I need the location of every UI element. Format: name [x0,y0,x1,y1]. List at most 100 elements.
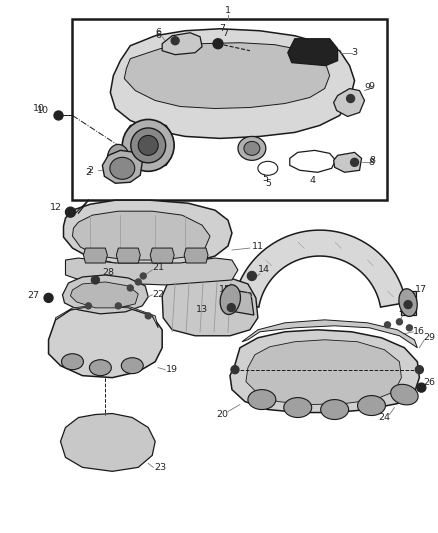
Polygon shape [162,33,202,55]
Circle shape [350,158,359,166]
Circle shape [247,271,256,280]
Polygon shape [242,320,417,348]
Bar [72,19,388,200]
Text: 5: 5 [262,174,268,183]
Ellipse shape [107,144,129,172]
Polygon shape [334,152,361,172]
Polygon shape [125,123,171,168]
Text: 27: 27 [28,292,39,301]
Circle shape [44,293,53,302]
Circle shape [54,111,63,120]
Ellipse shape [61,354,83,370]
Circle shape [66,207,75,217]
Polygon shape [124,43,330,109]
Text: 17: 17 [415,286,427,294]
Circle shape [415,366,424,374]
Text: 24: 24 [378,413,390,422]
Text: 26: 26 [424,378,435,387]
Ellipse shape [89,360,111,376]
Circle shape [404,301,412,309]
Ellipse shape [248,390,276,409]
Text: 1: 1 [225,6,231,15]
Polygon shape [83,248,107,263]
Polygon shape [117,248,140,263]
Text: 5: 5 [265,179,271,188]
Text: 14: 14 [258,265,270,274]
Circle shape [127,285,133,291]
Text: 19: 19 [166,365,178,374]
Polygon shape [150,248,174,263]
Ellipse shape [121,358,143,374]
Ellipse shape [391,384,418,405]
Ellipse shape [220,285,240,314]
Circle shape [115,303,121,309]
Text: 15: 15 [219,286,231,294]
Polygon shape [66,258,238,285]
Polygon shape [60,414,155,471]
Text: 29: 29 [424,333,435,342]
Text: 11: 11 [252,241,264,251]
Circle shape [231,366,239,374]
Text: 8: 8 [370,156,375,165]
Ellipse shape [122,119,174,171]
Ellipse shape [399,289,417,317]
Polygon shape [110,29,355,139]
Text: 6: 6 [155,31,161,40]
Ellipse shape [238,136,266,160]
Polygon shape [184,248,208,263]
Text: 2: 2 [85,168,92,177]
Text: 13: 13 [196,305,208,314]
Circle shape [385,322,390,328]
Text: 10: 10 [32,104,45,113]
Polygon shape [233,230,406,307]
Polygon shape [225,289,254,315]
Circle shape [145,313,151,319]
Circle shape [346,94,355,102]
Polygon shape [230,330,419,413]
Ellipse shape [357,395,385,416]
Text: 10: 10 [36,106,49,115]
Text: 7: 7 [219,25,225,33]
Circle shape [92,276,99,284]
Polygon shape [288,39,338,66]
Ellipse shape [321,400,349,419]
Circle shape [417,383,426,392]
Polygon shape [49,306,162,378]
Polygon shape [401,290,416,314]
Ellipse shape [138,135,158,155]
Text: 28: 28 [102,269,114,278]
Polygon shape [64,200,232,266]
Text: 7: 7 [222,29,228,38]
Text: 9: 9 [364,83,371,92]
Ellipse shape [244,141,260,155]
Polygon shape [56,305,158,328]
Circle shape [213,39,223,49]
Polygon shape [246,340,401,405]
Text: 4: 4 [310,158,316,167]
Text: 2: 2 [88,166,93,175]
Circle shape [135,279,141,285]
Polygon shape [63,275,148,314]
Text: 21: 21 [152,263,164,272]
Polygon shape [102,150,142,183]
Text: 16: 16 [413,327,425,336]
Circle shape [406,325,413,331]
Text: 9: 9 [368,82,374,91]
Text: 20: 20 [216,410,228,419]
Polygon shape [334,88,364,117]
Circle shape [171,37,179,45]
Ellipse shape [110,157,135,179]
Text: 22: 22 [152,290,164,300]
Polygon shape [71,282,138,308]
Ellipse shape [258,161,278,175]
Circle shape [227,304,235,312]
Text: 8: 8 [368,158,374,167]
Text: 12: 12 [49,203,61,212]
Ellipse shape [284,398,312,417]
Circle shape [85,303,92,309]
Text: 3: 3 [352,48,358,57]
Polygon shape [162,276,258,336]
Polygon shape [72,211,210,260]
Text: 21: 21 [399,305,410,314]
Polygon shape [290,150,336,172]
